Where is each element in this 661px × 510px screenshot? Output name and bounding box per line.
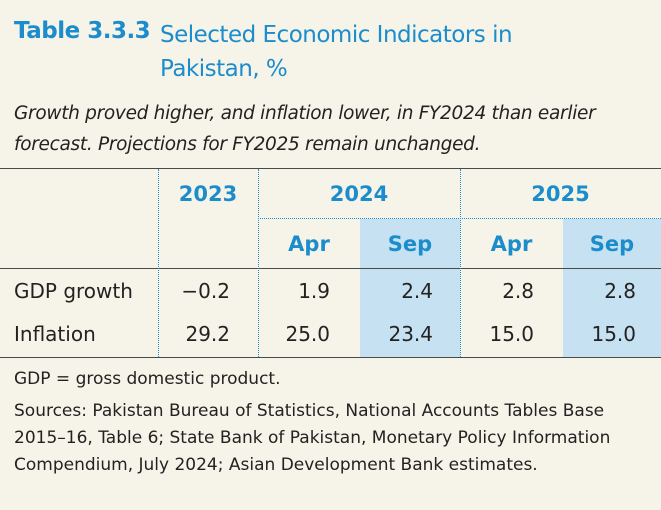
divider — [158, 169, 159, 357]
shade — [563, 219, 661, 357]
cell: 23.4 — [388, 322, 433, 346]
subheader: Apr — [490, 232, 533, 256]
subheader: Apr — [288, 232, 330, 256]
divider — [258, 169, 259, 357]
row-label: Inflation — [14, 322, 96, 346]
cell: 2.4 — [401, 279, 433, 303]
divider — [460, 169, 461, 357]
rule — [258, 218, 661, 219]
rule — [0, 168, 661, 169]
rule — [0, 357, 661, 358]
year: 2023 — [178, 182, 238, 206]
subtitle: Growth proved higher, and inflation lowe… — [14, 103, 596, 155]
cell: 15.0 — [489, 322, 534, 346]
cell: 25.0 — [285, 322, 330, 346]
cell: −0.2 — [181, 279, 230, 303]
cell: 2.8 — [502, 279, 534, 303]
cell: 2.8 — [604, 279, 636, 303]
cell: 15.0 — [591, 322, 636, 346]
note: GDP = gross domestic product. — [14, 369, 281, 389]
note: Sources: Pakistan Bureau of Statistics, … — [14, 401, 611, 475]
cell: 1.9 — [298, 279, 330, 303]
table-title: Selected Economic Indicators in Pakistan… — [160, 22, 513, 82]
table-number: Table 3.3.3 — [14, 18, 151, 44]
shade — [360, 219, 460, 357]
rule — [0, 268, 661, 269]
row-label: GDP growth — [14, 279, 133, 303]
year: 2025 — [531, 182, 590, 206]
year: 2024 — [329, 182, 389, 206]
subheader: Sep — [589, 232, 635, 256]
cell: 29.2 — [185, 322, 230, 346]
subheader: Sep — [387, 232, 433, 256]
